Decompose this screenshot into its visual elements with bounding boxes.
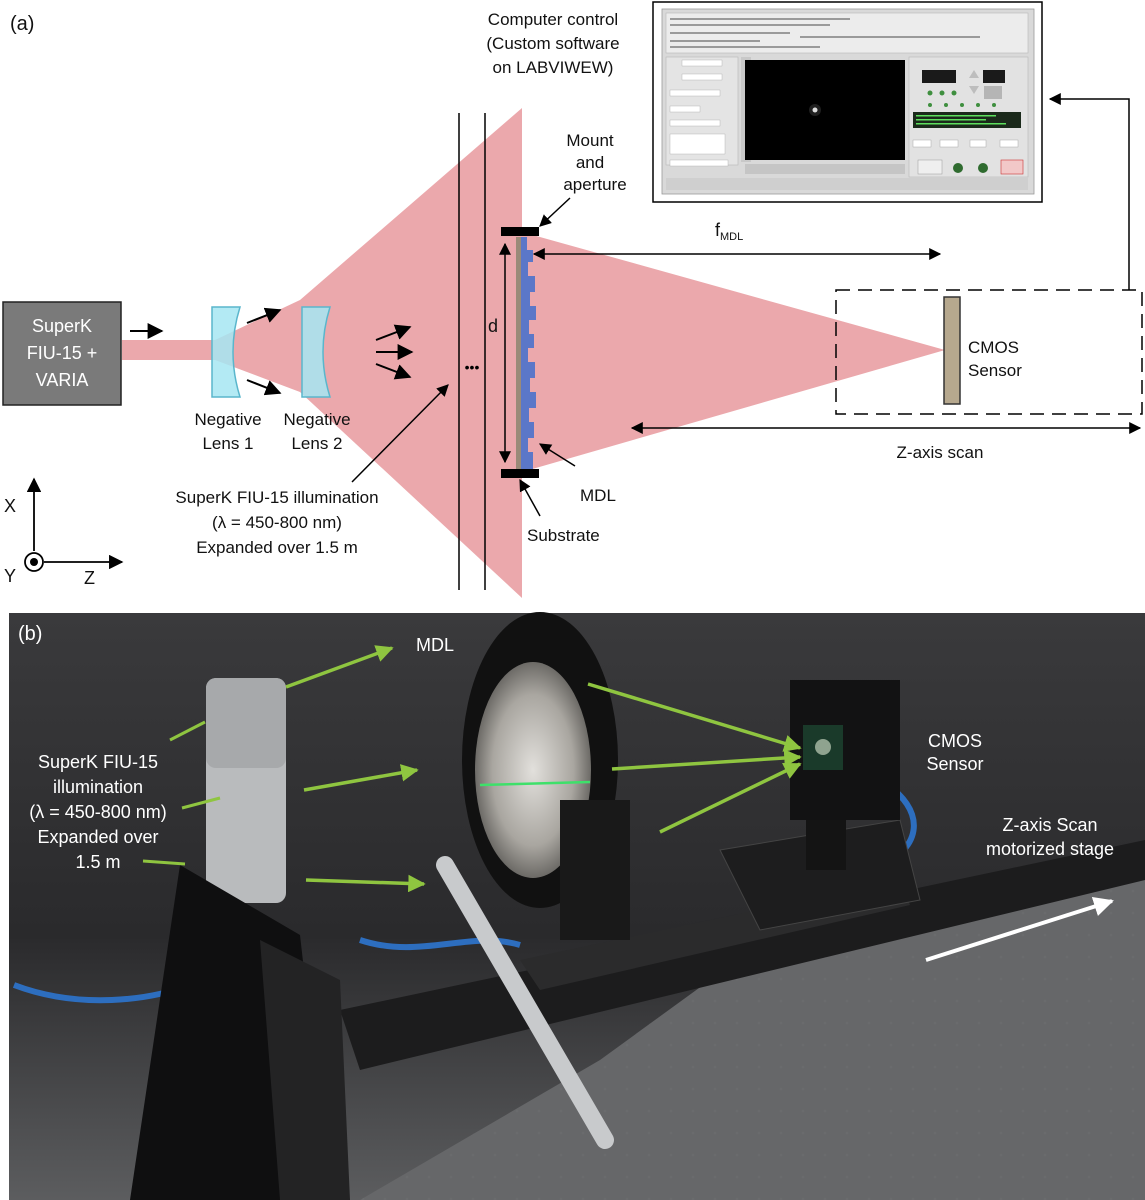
negative-lens-1 bbox=[211, 306, 242, 398]
illumination-label-3: Expanded over 1.5 m bbox=[196, 538, 358, 557]
green-arrow-2 bbox=[303, 764, 419, 792]
lens-2-label-2: Lens 2 bbox=[291, 434, 342, 453]
green-arrow-1 bbox=[285, 645, 394, 689]
photo-cmos-label-2: Sensor bbox=[926, 754, 983, 774]
mount-bottom bbox=[501, 469, 539, 478]
white-scan-arrow bbox=[925, 896, 1114, 962]
photo-illumination-2: illumination bbox=[53, 777, 143, 797]
illumination-label-2: (λ = 450-800 nm) bbox=[212, 513, 342, 532]
panel-a: (a) SuperK FIU-15 + VARIA Negative Lens … bbox=[2, 1, 1143, 598]
mdl-label: MDL bbox=[580, 486, 616, 505]
stage-rail bbox=[340, 840, 1145, 1070]
mount-pointer bbox=[539, 197, 571, 227]
panel-a-label: (a) bbox=[10, 13, 34, 35]
illumination-pointer bbox=[351, 384, 449, 483]
ray-arrow-5 bbox=[375, 363, 412, 380]
mount-label-1: Mount bbox=[566, 131, 614, 150]
axis-z-label: Z bbox=[84, 568, 95, 588]
substrate-label: Substrate bbox=[527, 526, 600, 545]
panel-b-photo bbox=[9, 612, 1145, 1200]
software-screenshot bbox=[652, 1, 1043, 203]
illumination-label-1: SuperK FIU-15 illumination bbox=[175, 488, 378, 507]
photo-illumination-1: SuperK FIU-15 bbox=[38, 752, 158, 772]
axis-x-label: X bbox=[4, 496, 16, 516]
control-feedback-line bbox=[1048, 93, 1130, 290]
green-arrow-3 bbox=[305, 874, 426, 893]
mdl-profile bbox=[521, 237, 536, 469]
blue-cable-2 bbox=[359, 937, 521, 951]
green-arrow-to-sensor-2 bbox=[611, 749, 802, 771]
beam-collimated bbox=[122, 340, 215, 360]
rod bbox=[436, 856, 614, 1149]
ray-arrow-2 bbox=[246, 379, 282, 396]
panel-b-label: (b) bbox=[18, 623, 42, 645]
photo-illumination-5: 1.5 m bbox=[75, 852, 120, 872]
source-box bbox=[2, 301, 122, 406]
green-leader-3 bbox=[142, 859, 186, 866]
lens-1-label-1: Negative bbox=[194, 410, 261, 429]
green-leader-1 bbox=[169, 720, 206, 742]
lens-1-label-2: Lens 1 bbox=[202, 434, 253, 453]
cmos-label-1: CMOS bbox=[968, 338, 1019, 357]
computer-label-2: (Custom software bbox=[486, 34, 619, 53]
ray-arrow-3 bbox=[375, 324, 412, 341]
computer-label-1: Computer control bbox=[488, 10, 618, 29]
green-leader-2 bbox=[181, 796, 221, 810]
mount-top bbox=[501, 227, 539, 236]
z-scan-label: Z-axis scan bbox=[897, 443, 984, 462]
mdl-pointer bbox=[538, 443, 576, 467]
green-arrow-to-sensor-3 bbox=[659, 762, 802, 834]
axis-y-dot bbox=[30, 558, 38, 566]
distance-break-ellipsis: ••• bbox=[465, 359, 480, 375]
axis-y-label: Y bbox=[4, 566, 16, 586]
photo-illumination-3: (λ = 450-800 nm) bbox=[29, 802, 167, 822]
photo-stage-label-2: motorized stage bbox=[986, 839, 1114, 859]
photo-mdl-label: MDL bbox=[416, 635, 454, 655]
scan-range-box bbox=[835, 289, 1143, 415]
d-label: d bbox=[488, 316, 498, 336]
photo-stage-label-1: Z-axis Scan bbox=[1002, 815, 1097, 835]
green-arrow-to-sensor-1 bbox=[587, 682, 802, 752]
substrate bbox=[516, 237, 521, 469]
mount-label-2: and bbox=[576, 153, 604, 172]
ray-arrow-1 bbox=[246, 307, 282, 324]
mount-label-3: aperture bbox=[563, 175, 626, 194]
cmos-label-2: Sensor bbox=[968, 361, 1022, 380]
beam-diverging-small bbox=[215, 300, 300, 392]
photo-cmos-label-1: CMOS bbox=[928, 731, 982, 751]
source-label-3: VARIA bbox=[36, 370, 89, 390]
substrate-pointer bbox=[519, 478, 541, 517]
source-label-1: SuperK bbox=[32, 316, 92, 336]
panel-b-annotations: (b) MDL SuperK FIU-15 illumination (λ = … bbox=[18, 623, 1114, 962]
beam-focusing bbox=[522, 232, 945, 472]
cmos-sensor bbox=[943, 296, 961, 405]
focal-length-label: fMDL bbox=[715, 220, 743, 243]
lens-2-label-1: Negative bbox=[283, 410, 350, 429]
lens-mount bbox=[560, 800, 630, 940]
negative-lens-2 bbox=[301, 306, 332, 398]
photo-illumination-4: Expanded over bbox=[37, 827, 158, 847]
computer-label-3: on LABVIWEW) bbox=[493, 58, 614, 77]
source-label-2: FIU-15 + bbox=[27, 343, 98, 363]
